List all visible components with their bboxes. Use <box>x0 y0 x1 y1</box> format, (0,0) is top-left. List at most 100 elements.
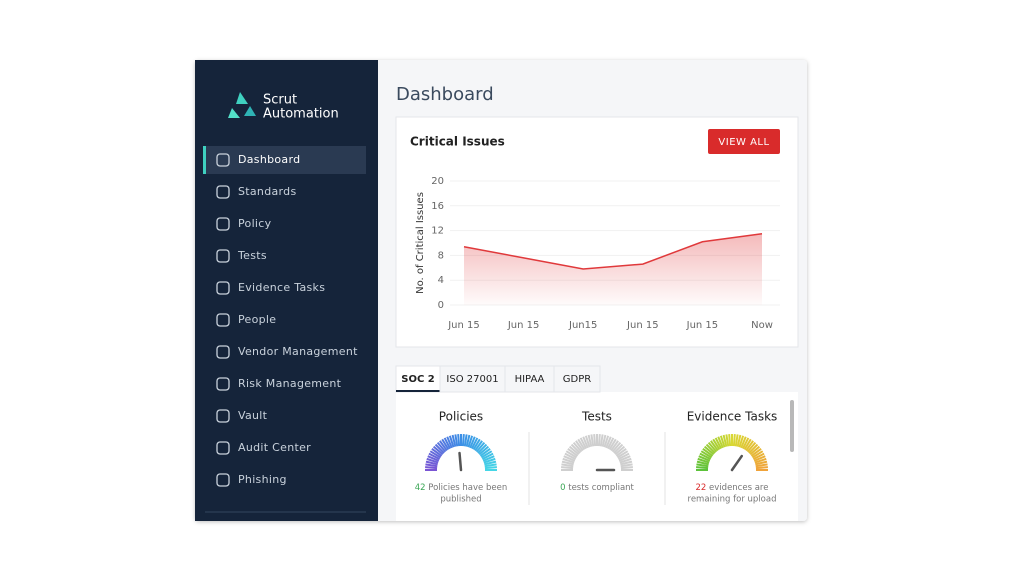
gauge-tick <box>561 460 574 466</box>
gauge-tick <box>563 455 576 462</box>
y-tick-label: 0 <box>438 300 444 311</box>
gauge-tick <box>568 445 580 456</box>
tab[interactable] <box>504 365 555 393</box>
scrollbar <box>790 400 794 452</box>
gauge-tick <box>620 460 633 466</box>
gauge-tick <box>428 452 441 460</box>
caption-line: tests compliant <box>568 483 634 493</box>
chart-card <box>395 116 799 348</box>
gauge-tick <box>740 436 747 449</box>
gauge-tick <box>607 437 615 450</box>
nav-item[interactable]: Dashboard <box>238 153 300 166</box>
nav-item[interactable]: People <box>238 313 276 326</box>
gauge-tick <box>577 438 586 451</box>
x-tick-label: Jun 15 <box>686 320 719 331</box>
button-label[interactable]: VIEW ALL <box>718 137 769 148</box>
gauge-tick <box>728 434 732 447</box>
gauge-tick <box>469 436 476 449</box>
gauge-tick <box>446 436 453 449</box>
nav-item[interactable]: Policy <box>238 217 272 230</box>
nav-item[interactable]: Evidence Tasks <box>238 281 325 294</box>
gauge-tick <box>707 441 718 453</box>
x-tick-label: Jun 15 <box>507 320 540 331</box>
gauge-tick <box>611 441 622 453</box>
gauge-tick <box>725 434 730 447</box>
gauge-tick <box>714 437 722 450</box>
gauge-tick <box>618 455 631 462</box>
y-tick-label: 12 <box>431 226 444 237</box>
gauge-tick <box>620 466 633 470</box>
gauge-tick <box>474 440 483 452</box>
caption-line: evidences are <box>709 483 768 493</box>
gauge-tick <box>755 466 768 470</box>
gauge-title: Evidence Tasks <box>687 410 778 424</box>
page-title: Dashboard <box>396 84 494 105</box>
tab[interactable] <box>439 365 506 393</box>
gauge-tick <box>483 457 496 464</box>
active-item[interactable] <box>205 146 366 174</box>
gauge-tick <box>613 443 624 454</box>
gauge-tick <box>593 434 597 447</box>
tab-label[interactable]: GDPR <box>563 374 591 385</box>
nav-item[interactable]: Tests <box>237 249 267 262</box>
tab-label[interactable]: ISO 27001 <box>446 374 498 385</box>
gauge-tick <box>441 438 450 451</box>
gauge-tick <box>703 445 715 456</box>
active-bar <box>203 146 206 174</box>
gauge-tick <box>575 440 584 452</box>
gauge-tick <box>584 435 591 448</box>
tab[interactable] <box>553 365 601 393</box>
gauge-tick <box>565 450 578 459</box>
gauge-caption: 42 Policies have been <box>415 483 507 493</box>
nav-icon <box>216 473 230 487</box>
gauge-tick <box>439 440 448 452</box>
y-tick-label: 16 <box>431 201 444 212</box>
gauge-tick <box>617 452 630 460</box>
gauge-tick <box>746 441 757 453</box>
gauge-tick <box>749 445 761 456</box>
y-tick-label: 8 <box>438 250 444 261</box>
card-title: Critical Issues <box>410 135 505 149</box>
gauge-needle <box>730 454 744 472</box>
gauge-tick <box>616 450 629 459</box>
gauge-tick <box>605 436 612 449</box>
view-all-button[interactable] <box>708 129 780 154</box>
logo-text: Automation <box>263 107 339 122</box>
gauge-tick <box>748 443 759 454</box>
nav-item[interactable]: Vault <box>238 409 268 422</box>
nav-icon <box>216 377 230 391</box>
gauge-tick <box>572 441 583 453</box>
gauge-tick <box>436 441 447 453</box>
x-tick-label: Jun15 <box>568 320 597 331</box>
sidebar <box>195 60 378 521</box>
gauge-tick <box>561 463 574 468</box>
gauge-title: Policies <box>439 410 483 424</box>
nav-item[interactable]: Standards <box>238 185 296 198</box>
gauge-tick <box>619 457 632 464</box>
x-tick-label: Jun 15 <box>626 320 659 331</box>
gauge-tick <box>431 448 443 457</box>
tab-label[interactable]: SOC 2 <box>401 374 435 385</box>
gauge-tick <box>717 436 724 449</box>
gauge-tick <box>702 448 714 457</box>
nav-icon <box>216 281 230 295</box>
gauge-tick <box>471 437 479 450</box>
tab-label[interactable]: HIPAA <box>515 374 545 385</box>
gauge-tick <box>570 443 581 454</box>
nav-item[interactable]: Vendor Management <box>238 345 358 358</box>
nav-item[interactable]: Audit Center <box>238 441 311 454</box>
gauge-tick <box>599 434 604 447</box>
gauge-tick <box>567 448 579 457</box>
gauge-tick <box>722 434 728 447</box>
nav-item[interactable]: Phishing <box>238 473 287 486</box>
gauge-tick <box>755 463 768 468</box>
gauge-tick <box>434 443 445 454</box>
gauge-tick <box>461 434 465 447</box>
gauge-tick <box>587 434 593 447</box>
gauge-tick <box>597 434 601 447</box>
nav-item[interactable]: Risk Management <box>238 377 342 390</box>
gauge-tick <box>614 445 626 456</box>
gauge-tick <box>463 434 468 447</box>
y-tick-label: 20 <box>431 176 444 187</box>
gauge-caption: published <box>440 495 481 505</box>
